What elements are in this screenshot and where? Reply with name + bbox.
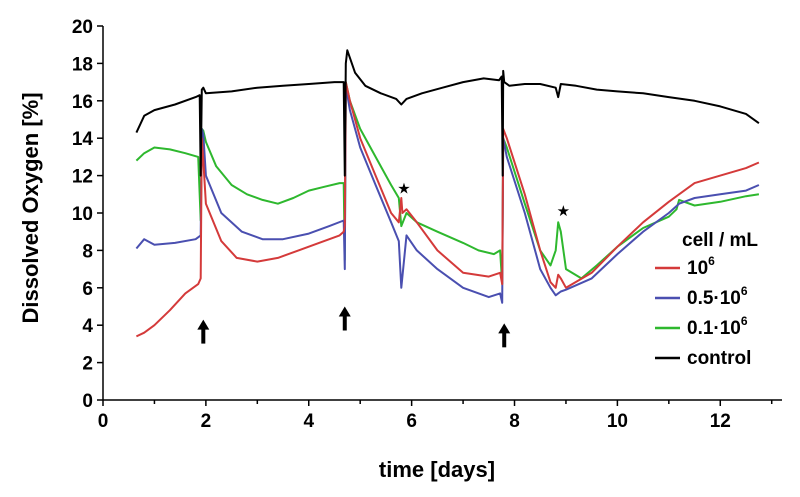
series-line-2 bbox=[135, 81, 760, 338]
injection-arrow bbox=[498, 323, 511, 348]
legend-label: control bbox=[687, 348, 751, 369]
x-axis-label: time [days] bbox=[379, 457, 495, 482]
y-tick-label: 12 bbox=[72, 167, 93, 188]
y-tick-label: 20 bbox=[72, 17, 93, 38]
y-tick-label: 18 bbox=[72, 54, 93, 75]
y-tick-label: 6 bbox=[82, 279, 93, 300]
legend: cell / mL 106 0.5·106 0.1·106 control bbox=[655, 230, 758, 369]
series-line-3 bbox=[135, 49, 760, 177]
y-axis-label: Dissolved Oxygen [%] bbox=[18, 92, 43, 323]
x-tick-label: 12 bbox=[710, 411, 731, 432]
plot-area: 0 2 4 6 8 10 12 14 16 18 20 0 2 4 6 8 10 12 ★ ★ bbox=[72, 17, 782, 432]
star-marker: ★ bbox=[557, 202, 570, 220]
x-tick-label: 8 bbox=[509, 411, 520, 432]
series-line-1 bbox=[135, 84, 760, 304]
y-tick-label: 14 bbox=[72, 129, 94, 150]
y-tick-label: 4 bbox=[82, 316, 93, 337]
legend-title: cell / mL bbox=[682, 230, 758, 251]
x-tick-label: 6 bbox=[406, 411, 417, 432]
x-tick-label: 0 bbox=[98, 411, 109, 432]
injection-arrow bbox=[338, 306, 351, 331]
y-tick-label: 16 bbox=[72, 92, 93, 113]
y-tick-label: 2 bbox=[82, 354, 93, 375]
x-tick-label: 4 bbox=[303, 411, 314, 432]
x-tick-label: 10 bbox=[607, 411, 628, 432]
y-tick-label: 8 bbox=[82, 241, 93, 262]
series-line-0 bbox=[135, 81, 760, 286]
x-tick-label: 2 bbox=[201, 411, 212, 432]
legend-label: 0.5·106 bbox=[687, 284, 748, 309]
y-tick-label: 10 bbox=[72, 204, 93, 225]
legend-label: 0.1·106 bbox=[687, 314, 748, 339]
injection-arrow bbox=[197, 319, 210, 344]
star-marker: ★ bbox=[397, 180, 410, 198]
y-tick-label: 0 bbox=[82, 391, 93, 412]
legend-label: 106 bbox=[687, 254, 715, 279]
